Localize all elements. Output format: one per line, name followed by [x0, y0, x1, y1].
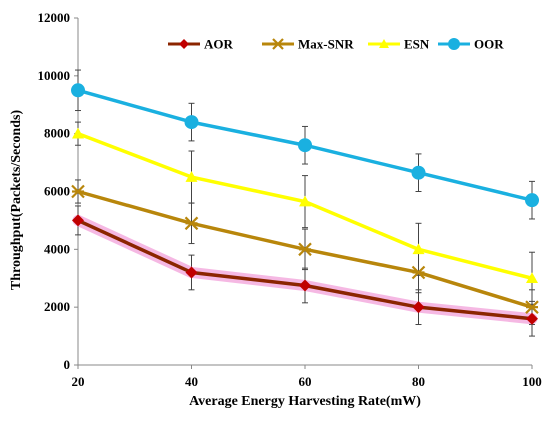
- series-markers: [71, 83, 539, 325]
- data-point-max-snr: [411, 265, 426, 280]
- legend-swatch-marker: [272, 38, 284, 50]
- legend-label: ESN: [404, 37, 430, 52]
- legend-swatch-marker: [448, 38, 460, 50]
- x-axis-label: Average Energy Harvesting Rate(mW): [189, 394, 421, 409]
- legend-swatch-marker: [379, 39, 389, 48]
- y-tick-label: 8000: [44, 126, 70, 141]
- y-tick-label: 4000: [44, 241, 70, 256]
- x-tick-label: 20: [72, 374, 85, 389]
- data-point-esn: [72, 127, 84, 139]
- legend-swatch-marker: [179, 39, 189, 49]
- data-point-esn: [526, 272, 538, 284]
- legend-label: OOR: [474, 37, 504, 52]
- legend-label: AOR: [204, 37, 234, 52]
- axes: 0 2000 4000 6000 8000 10000 12000 20 40 60 80 100: [38, 10, 542, 389]
- data-point-aor: [72, 214, 84, 227]
- data-point-esn: [299, 195, 311, 207]
- data-point-max-snr: [184, 216, 199, 231]
- y-tick-label: 2000: [44, 299, 70, 314]
- data-point-oor: [71, 83, 85, 98]
- legend-item-esn: ESN: [368, 37, 430, 52]
- data-point-max-snr: [298, 242, 312, 257]
- data-point-esn: [412, 243, 425, 255]
- x-tick-label: 40: [185, 374, 198, 389]
- data-point-oor: [298, 138, 312, 153]
- data-point-aor: [185, 266, 198, 279]
- data-point-aor: [526, 312, 538, 325]
- y-tick-label: 10000: [38, 68, 71, 83]
- data-point-max-snr: [525, 300, 539, 314]
- y-tick-label: 6000: [44, 184, 70, 199]
- legend: AOR Max-SNR ESN OOR: [168, 37, 504, 52]
- y-tick-label: 0: [64, 357, 71, 372]
- y-tick-label: 12000: [38, 10, 71, 25]
- data-point-oor: [525, 193, 539, 208]
- data-point-aor: [299, 279, 311, 292]
- data-point-oor: [184, 115, 199, 130]
- x-tick-label: 60: [299, 374, 312, 389]
- legend-label: Max-SNR: [298, 37, 354, 52]
- legend-item-oor: OOR: [438, 37, 504, 52]
- data-point-oor: [411, 165, 426, 180]
- data-point-max-snr: [71, 184, 85, 199]
- legend-item-max-snr: Max-SNR: [262, 37, 354, 52]
- data-point-esn: [185, 171, 198, 182]
- legend-item-aor: AOR: [168, 37, 234, 52]
- y-axis-label: Throughput(Packets/Seconds): [9, 110, 24, 291]
- data-point-aor: [412, 301, 425, 314]
- x-tick-label: 80: [412, 374, 425, 389]
- x-tick-label: 100: [522, 374, 542, 389]
